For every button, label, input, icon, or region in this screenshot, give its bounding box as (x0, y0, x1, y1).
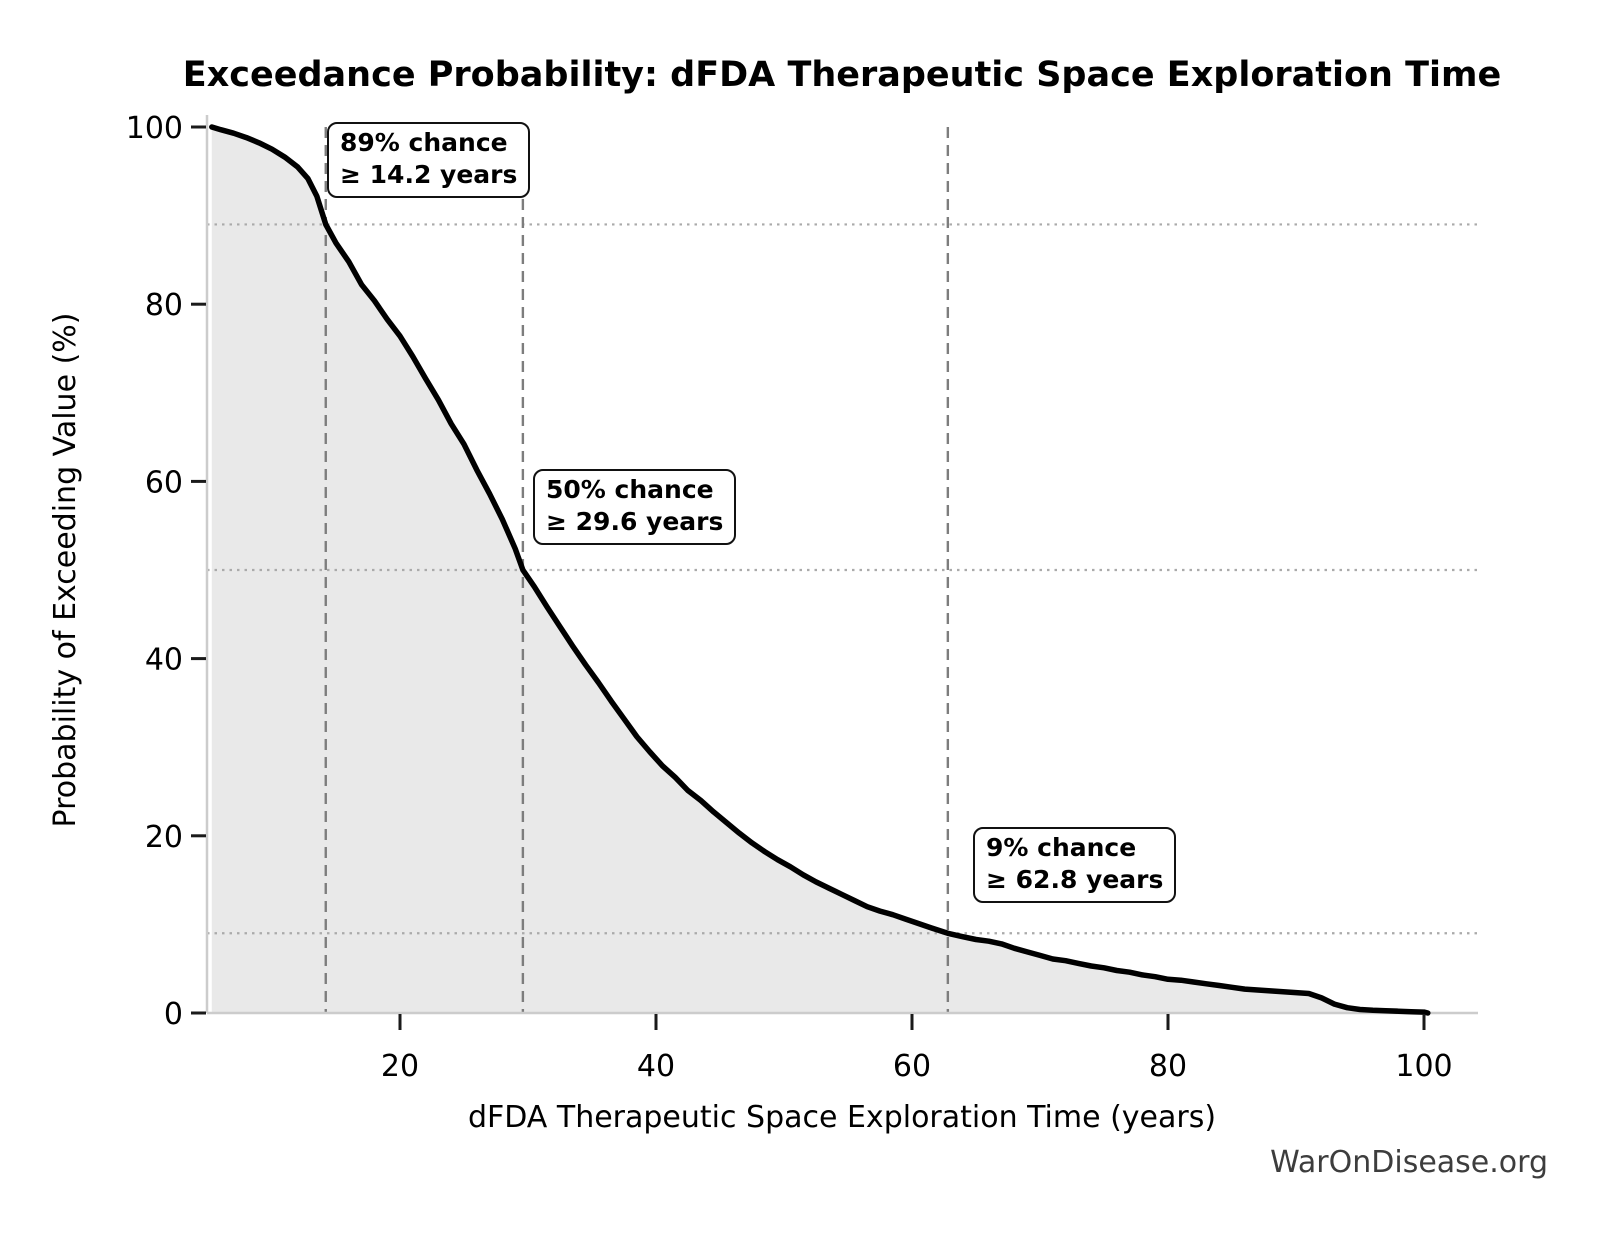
annotation-50-percent: 50% chance ≥ 29.6 years (533, 469, 737, 545)
y-tick-label: 20 (145, 820, 183, 855)
annotation-89-percent: 89% chance ≥ 14.2 years (327, 122, 531, 198)
watermark-text: WarOnDisease.org (1270, 1145, 1548, 1180)
y-tick-label: 100 (126, 111, 183, 146)
annotation-line1: 9% chance (986, 833, 1137, 862)
x-tick-label: 100 (1395, 1049, 1452, 1084)
x-tick-label: 20 (381, 1049, 419, 1084)
exceedance-curve (209, 124, 1431, 1016)
probability-reference-lines (207, 223, 1478, 935)
x-axis-label: dFDA Therapeutic Space Exploration Time … (468, 1100, 1216, 1135)
x-tick-label: 40 (637, 1049, 675, 1084)
axis-spines (205, 115, 1478, 1015)
y-axis-ticks: 0 20 40 60 80 100 (126, 111, 206, 1032)
y-tick-label: 40 (145, 643, 183, 678)
x-axis-ticks: 20 40 60 80 100 (381, 1014, 1453, 1084)
y-tick-label: 0 (164, 997, 183, 1032)
annotation-line2: ≥ 29.6 years (546, 507, 724, 536)
x-tick-label: 60 (893, 1049, 931, 1084)
annotation-line2: ≥ 62.8 years (986, 865, 1164, 894)
annotation-line2: ≥ 14.2 years (340, 160, 518, 189)
annotation-line1: 89% chance (340, 128, 508, 157)
annotation-9-percent: 9% chance ≥ 62.8 years (973, 827, 1177, 903)
annotation-line1: 50% chance (546, 475, 714, 504)
curve-area-fill (211, 127, 1428, 1013)
y-axis-label: Probability of Exceeding Value (%) (48, 313, 83, 828)
y-tick-label: 60 (145, 465, 183, 500)
x-tick-label: 80 (1149, 1049, 1187, 1084)
y-tick-label: 80 (145, 288, 183, 323)
chart-title: Exceedance Probability: dFDA Therapeutic… (183, 55, 1501, 95)
